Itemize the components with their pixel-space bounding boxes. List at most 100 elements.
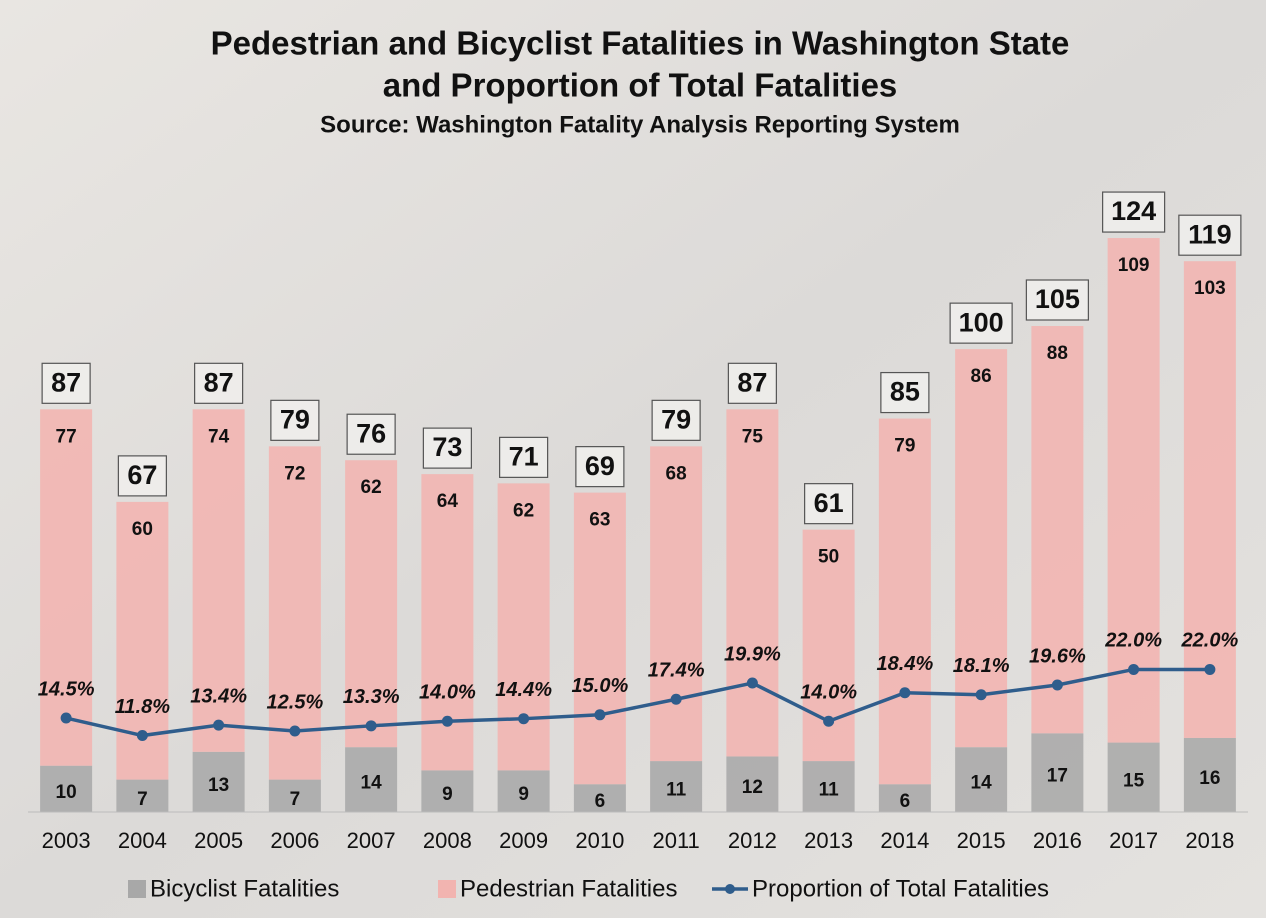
- data-label: 103: [1194, 278, 1226, 299]
- data-label: 11: [666, 780, 687, 801]
- data-label: 10: [56, 782, 77, 803]
- data-label: 14.0%: [800, 682, 857, 704]
- data-label: 50: [818, 547, 839, 568]
- total-label: 67: [127, 460, 157, 490]
- data-label: 15: [1123, 770, 1145, 791]
- data-label: 14.5%: [38, 678, 95, 700]
- line-point: [442, 716, 453, 727]
- legend-swatch: [128, 880, 146, 898]
- x-tick-label: 2008: [423, 828, 472, 853]
- data-label: 109: [1118, 255, 1150, 276]
- data-label: 68: [666, 463, 687, 484]
- data-label: 18.1%: [953, 655, 1010, 677]
- bar-segment: [955, 349, 1007, 747]
- bar-segment: [40, 409, 92, 765]
- legend-label: Pedestrian Fatalities: [460, 875, 677, 902]
- data-label: 14: [971, 773, 993, 794]
- chart-title: Pedestrian and Bicyclist Fatalities in W…: [211, 25, 1070, 62]
- chart-subtitle: Source: Washington Fatality Analysis Rep…: [320, 111, 960, 138]
- x-tick-label: 2014: [880, 828, 929, 853]
- total-label: 69: [585, 451, 615, 481]
- x-tick-label: 2012: [728, 828, 777, 853]
- data-label: 16: [1199, 768, 1220, 789]
- bar-segment: [574, 493, 626, 785]
- data-label: 79: [894, 436, 915, 457]
- data-label: 13: [208, 775, 229, 796]
- data-label: 9: [518, 784, 529, 805]
- data-label: 17.4%: [648, 660, 705, 682]
- data-label: 12: [742, 777, 763, 798]
- x-tick-label: 2017: [1109, 828, 1158, 853]
- data-label: 60: [132, 519, 153, 540]
- data-label: 64: [437, 491, 459, 512]
- data-label: 15.0%: [572, 675, 629, 697]
- data-label: 88: [1047, 343, 1068, 364]
- bar-segment: [726, 409, 778, 756]
- data-label: 17: [1047, 766, 1068, 787]
- line-point: [289, 726, 300, 737]
- total-label: 61: [814, 488, 844, 518]
- line-point: [671, 694, 682, 705]
- data-label: 12.5%: [267, 691, 324, 713]
- line-point: [1128, 664, 1139, 675]
- total-label: 85: [890, 377, 920, 407]
- data-label: 13.4%: [190, 685, 247, 707]
- bar-segment: [650, 446, 702, 761]
- legend-marker: [725, 884, 735, 894]
- data-label: 6: [900, 791, 911, 812]
- data-label: 19.6%: [1029, 645, 1086, 667]
- line-point: [61, 713, 72, 724]
- total-label: 79: [280, 404, 310, 434]
- total-label: 87: [204, 367, 234, 397]
- total-label: 73: [432, 432, 462, 462]
- total-label: 105: [1035, 284, 1080, 314]
- line-point: [213, 720, 224, 731]
- total-label: 124: [1111, 196, 1156, 226]
- data-label: 22.0%: [1104, 630, 1162, 652]
- total-label: 76: [356, 418, 386, 448]
- line-point: [518, 713, 529, 724]
- data-label: 14: [361, 773, 383, 794]
- data-label: 75: [742, 426, 764, 447]
- data-label: 6: [595, 791, 606, 812]
- data-label: 72: [284, 463, 305, 484]
- line-point: [1204, 664, 1215, 675]
- line-point: [976, 689, 987, 700]
- data-label: 13.3%: [343, 686, 400, 708]
- page: Pedestrian and Bicyclist Fatalities in W…: [0, 0, 1266, 918]
- x-tick-label: 2013: [804, 828, 853, 853]
- chart: Pedestrian and Bicyclist Fatalities in W…: [0, 0, 1266, 918]
- line-point: [823, 716, 834, 727]
- line-point: [366, 720, 377, 731]
- legend-label: Bicyclist Fatalities: [150, 875, 339, 902]
- x-tick-label: 2018: [1185, 828, 1234, 853]
- data-label: 7: [290, 789, 301, 810]
- data-label: 19.9%: [724, 643, 781, 665]
- total-label: 79: [661, 404, 691, 434]
- x-tick-label: 2015: [957, 828, 1006, 853]
- x-tick-label: 2003: [42, 828, 91, 853]
- data-label: 9: [442, 784, 453, 805]
- x-tick-label: 2006: [270, 828, 319, 853]
- x-tick-label: 2011: [652, 828, 699, 853]
- line-point: [747, 678, 758, 689]
- total-label: 87: [51, 367, 81, 397]
- legend-swatch: [438, 880, 456, 898]
- x-tick-label: 2004: [118, 828, 167, 853]
- data-label: 14.0%: [419, 682, 476, 704]
- bar-segment: [498, 483, 550, 770]
- x-tick-label: 2009: [499, 828, 548, 853]
- data-label: 63: [589, 510, 610, 531]
- bar-segment: [879, 419, 931, 785]
- bar-segment: [1031, 326, 1083, 733]
- chart-title: and Proportion of Total Fatalities: [383, 67, 898, 104]
- data-label: 11.8%: [115, 696, 170, 718]
- x-tick-label: 2010: [575, 828, 624, 853]
- x-tick-label: 2005: [194, 828, 243, 853]
- line-point: [137, 730, 148, 741]
- data-label: 62: [513, 500, 534, 521]
- line-point: [1052, 679, 1063, 690]
- total-label: 87: [737, 367, 767, 397]
- total-label: 100: [959, 307, 1004, 337]
- data-label: 77: [56, 426, 77, 447]
